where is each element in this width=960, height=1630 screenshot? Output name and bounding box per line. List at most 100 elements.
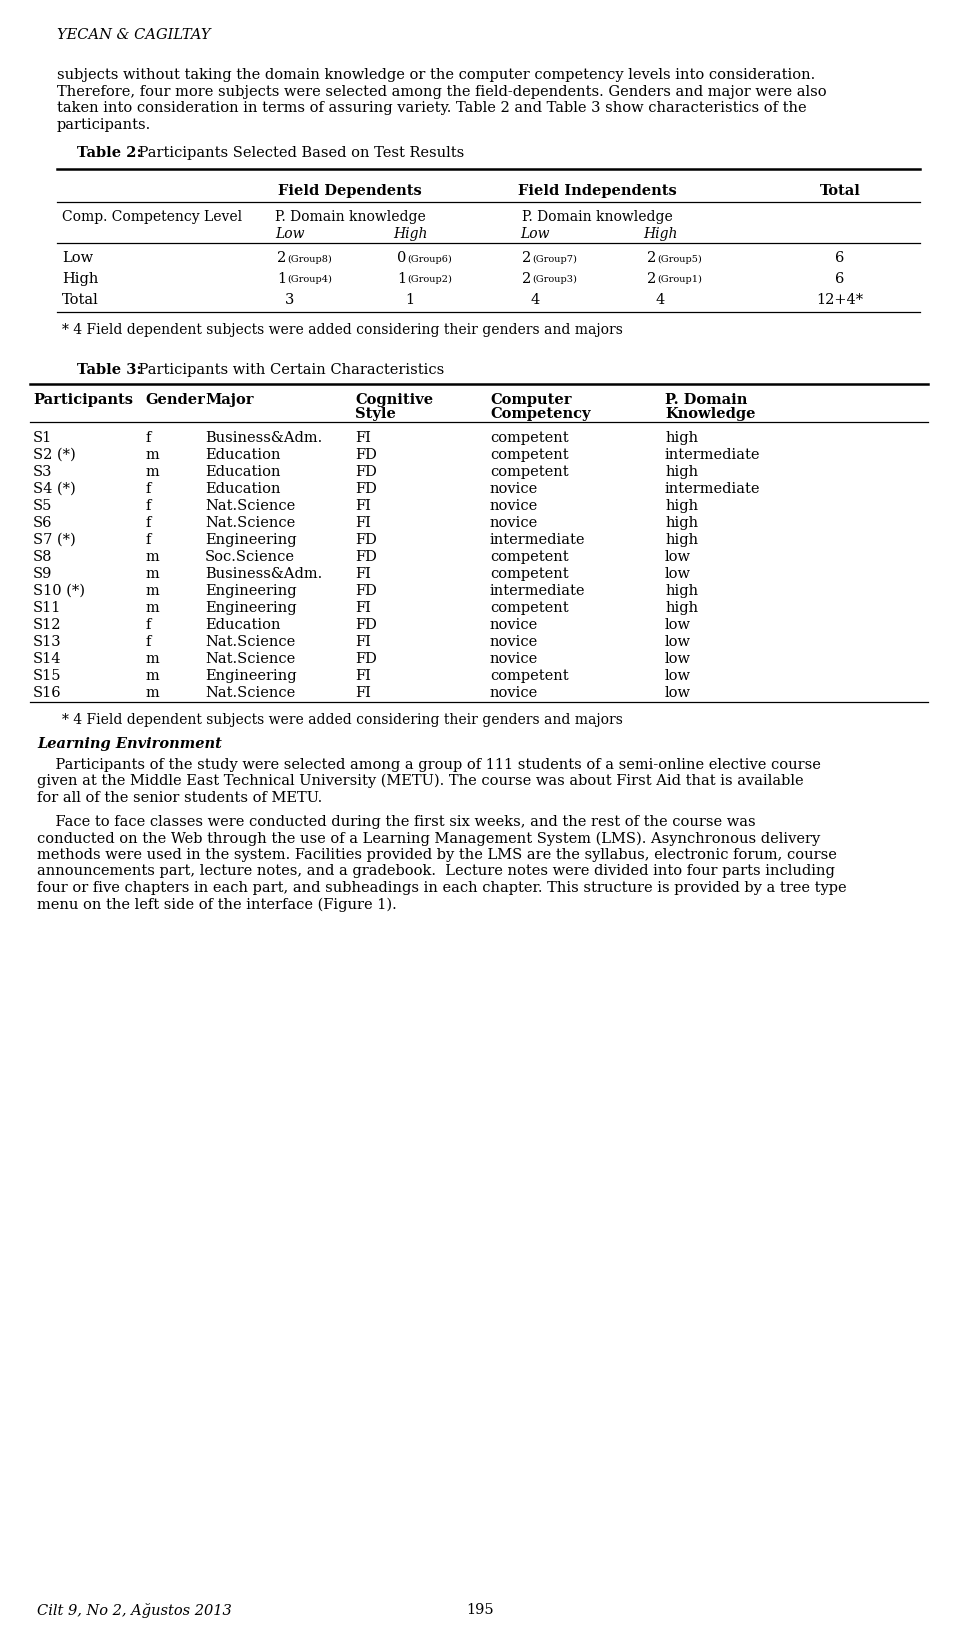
Text: Total: Total [820, 184, 860, 197]
Text: high: high [665, 499, 698, 513]
Text: m: m [145, 668, 158, 683]
Text: Knowledge: Knowledge [665, 408, 756, 421]
Text: 2: 2 [521, 251, 531, 266]
Text: for all of the senior students of METU.: for all of the senior students of METU. [37, 791, 323, 804]
Text: High: High [643, 227, 677, 241]
Text: Engineering: Engineering [205, 533, 297, 546]
Text: 6: 6 [835, 251, 845, 266]
Text: low: low [665, 668, 691, 683]
Text: competent: competent [490, 465, 568, 479]
Text: 0: 0 [396, 251, 406, 266]
Text: 2: 2 [647, 251, 656, 266]
Text: (Group8): (Group8) [287, 254, 332, 264]
Text: low: low [665, 686, 691, 699]
Text: P. Domain knowledge: P. Domain knowledge [522, 210, 673, 225]
Text: (Group4): (Group4) [287, 275, 332, 284]
Text: 2: 2 [521, 272, 531, 285]
Text: Table 3:: Table 3: [77, 363, 142, 377]
Text: FI: FI [355, 515, 371, 530]
Text: novice: novice [490, 634, 539, 649]
Text: low: low [665, 567, 691, 580]
Text: P. Domain: P. Domain [665, 393, 748, 408]
Text: 1: 1 [396, 272, 406, 285]
Text: competent: competent [490, 668, 568, 683]
Text: FD: FD [355, 652, 377, 665]
Text: low: low [665, 618, 691, 631]
Text: Engineering: Engineering [205, 668, 297, 683]
Text: low: low [665, 652, 691, 665]
Text: m: m [145, 448, 158, 461]
Text: (Group7): (Group7) [532, 254, 577, 264]
Text: FD: FD [355, 618, 377, 631]
Text: f: f [145, 515, 151, 530]
Text: competent: competent [490, 430, 568, 445]
Text: Participants Selected Based on Test Results: Participants Selected Based on Test Resu… [134, 147, 465, 160]
Text: intermediate: intermediate [665, 448, 760, 461]
Text: novice: novice [490, 499, 539, 513]
Text: Low: Low [62, 251, 93, 266]
Text: S9: S9 [33, 567, 53, 580]
Text: FD: FD [355, 549, 377, 564]
Text: Engineering: Engineering [205, 584, 297, 598]
Text: YECAN & CAGILTAY: YECAN & CAGILTAY [57, 28, 210, 42]
Text: f: f [145, 430, 151, 445]
Text: S11: S11 [33, 600, 61, 615]
Text: subjects without taking the domain knowledge or the computer competency levels i: subjects without taking the domain knowl… [57, 68, 815, 82]
Text: Engineering: Engineering [205, 600, 297, 615]
Text: * 4 Field dependent subjects were added considering their genders and majors: * 4 Field dependent subjects were added … [62, 323, 623, 337]
Text: m: m [145, 600, 158, 615]
Text: menu on the left side of the interface (Figure 1).: menu on the left side of the interface (… [37, 897, 396, 911]
Text: Education: Education [205, 482, 280, 496]
Text: Education: Education [205, 465, 280, 479]
Text: 4: 4 [656, 292, 664, 306]
Text: methods were used in the system. Facilities provided by the LMS are the syllabus: methods were used in the system. Facilit… [37, 848, 837, 862]
Text: 1: 1 [276, 272, 286, 285]
Text: m: m [145, 652, 158, 665]
Text: participants.: participants. [57, 117, 152, 132]
Text: FI: FI [355, 600, 371, 615]
Text: f: f [145, 618, 151, 631]
Text: novice: novice [490, 515, 539, 530]
Text: (Group5): (Group5) [657, 254, 702, 264]
Text: Cilt 9, No 2, Ağustos 2013: Cilt 9, No 2, Ağustos 2013 [37, 1602, 231, 1617]
Text: Participants: Participants [33, 393, 133, 408]
Text: Table 2:: Table 2: [77, 147, 142, 160]
Text: novice: novice [490, 652, 539, 665]
Text: 195: 195 [467, 1602, 493, 1615]
Text: announcements part, lecture notes, and a gradebook.  Lecture notes were divided : announcements part, lecture notes, and a… [37, 864, 835, 879]
Text: 3: 3 [285, 292, 295, 306]
Text: P. Domain knowledge: P. Domain knowledge [275, 210, 425, 225]
Text: competent: competent [490, 549, 568, 564]
Text: (Group3): (Group3) [532, 275, 577, 284]
Text: competent: competent [490, 448, 568, 461]
Text: 6: 6 [835, 272, 845, 285]
Text: Participants with Certain Characteristics: Participants with Certain Characteristic… [134, 363, 444, 377]
Text: S15: S15 [33, 668, 61, 683]
Text: m: m [145, 584, 158, 598]
Text: S13: S13 [33, 634, 61, 649]
Text: 1: 1 [405, 292, 415, 306]
Text: S14: S14 [33, 652, 61, 665]
Text: Soc.Science: Soc.Science [205, 549, 295, 564]
Text: four or five chapters in each part, and subheadings in each chapter. This struct: four or five chapters in each part, and … [37, 880, 847, 895]
Text: novice: novice [490, 618, 539, 631]
Text: high: high [665, 515, 698, 530]
Text: f: f [145, 634, 151, 649]
Text: FD: FD [355, 448, 377, 461]
Text: high: high [665, 465, 698, 479]
Text: m: m [145, 567, 158, 580]
Text: Total: Total [62, 292, 99, 306]
Text: FI: FI [355, 567, 371, 580]
Text: FI: FI [355, 668, 371, 683]
Text: Business&Adm.: Business&Adm. [205, 567, 323, 580]
Text: (Group1): (Group1) [657, 275, 702, 284]
Text: Education: Education [205, 618, 280, 631]
Text: Major: Major [205, 393, 253, 408]
Text: Competency: Competency [490, 408, 590, 421]
Text: f: f [145, 499, 151, 513]
Text: S4 (*): S4 (*) [33, 482, 76, 496]
Text: given at the Middle East Technical University (METU). The course was about First: given at the Middle East Technical Unive… [37, 774, 804, 787]
Text: high: high [665, 584, 698, 598]
Text: high: high [665, 430, 698, 445]
Text: Learning Environment: Learning Environment [37, 737, 222, 750]
